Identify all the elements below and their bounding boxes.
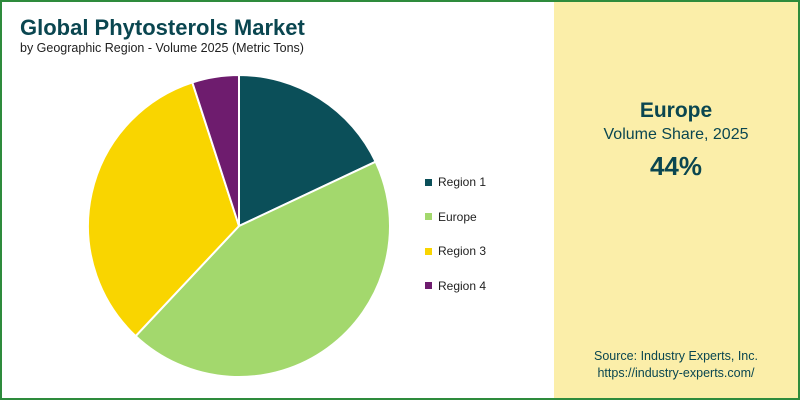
pie-slice-europe [134,160,391,378]
chart-legend: Region 1 Europe Region 3 Region 4 [425,165,545,303]
legend-item: Europe [425,200,545,235]
legend-swatch [425,178,432,186]
pie-slice-region-3 [87,81,241,338]
legend-label: Region 3 [438,244,487,259]
panel-region-name: Europe [639,99,713,122]
pie-slice-region-1 [238,73,377,228]
source-url[interactable]: https://industry-experts.com/ [597,366,755,380]
legend-label: Europe [438,209,477,224]
legend-swatch [425,282,432,290]
highlight-panel: Europe Volume Share, 2025 44% Source: In… [554,2,798,398]
legend-item: Region 3 [425,234,545,269]
pie-chart [87,73,391,378]
legend-item: Region 4 [425,269,545,304]
legend-label: Region 4 [438,278,487,293]
panel-share-value: 44% [649,151,703,181]
panel-metric-label: Volume Share, 2025 [603,126,749,143]
legend-item: Region 1 [425,165,545,200]
legend-label: Region 1 [438,175,487,190]
legend-swatch [425,247,432,255]
legend-swatch [425,213,432,221]
source-name: Source: Industry Experts, Inc. [594,349,758,363]
chart-title: Global Phytosterols Market [20,15,305,40]
pie-slice-region-4 [191,73,240,227]
chart-subtitle: by Geographic Region - Volume 2025 (Metr… [20,41,304,55]
source-credit: Source: Industry Experts, Inc. https://i… [554,348,798,382]
